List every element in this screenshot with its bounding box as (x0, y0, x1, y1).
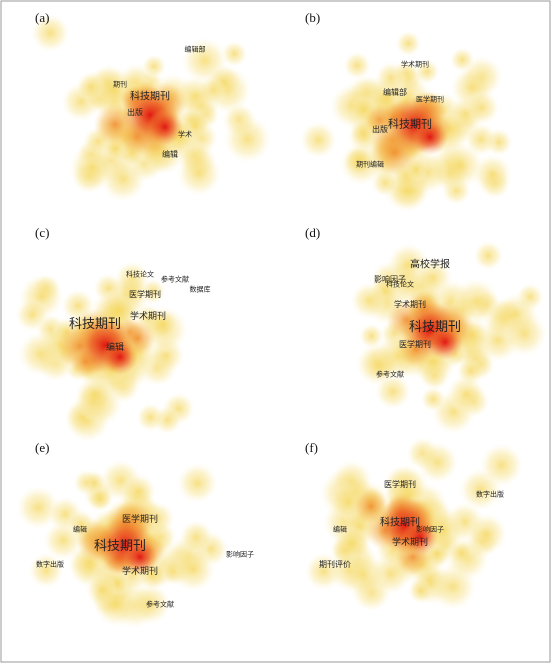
density-blob (464, 123, 498, 156)
density-blob (68, 144, 116, 191)
panel-label: (e) (35, 440, 49, 455)
keyword: 医学期刊 (122, 513, 158, 524)
density-blob (416, 441, 459, 484)
density-blob (407, 578, 434, 604)
density-blob (414, 59, 440, 85)
keyword: 科技期刊 (69, 316, 121, 331)
density-blob (437, 142, 484, 189)
keyword: 参考文献 (161, 275, 189, 284)
keyword: 期刊 (113, 81, 127, 89)
density-blob (464, 90, 500, 125)
keyword: 影响因子 (416, 525, 444, 534)
keyword: 学术 (178, 130, 192, 139)
density-blob (18, 331, 63, 377)
keyword: 出版 (127, 107, 143, 117)
density-core (402, 519, 438, 555)
keyword: 编辑 (73, 525, 87, 534)
keyword: 医学期刊 (416, 95, 444, 104)
keyword: 学术期刊 (122, 565, 158, 576)
panel-label: (f) (305, 440, 318, 455)
density-blob (374, 373, 411, 410)
keyword: 学术期刊 (392, 536, 428, 547)
density-blob (15, 298, 50, 332)
keyword: 编辑 (162, 149, 178, 159)
density-blob (147, 308, 179, 339)
keyword: 科技论文 (386, 280, 414, 289)
density-blob (340, 551, 388, 599)
density-core (147, 109, 183, 145)
keyword: 参考文献 (146, 600, 174, 609)
density-blob (420, 386, 446, 412)
keyword: 期刊评价 (319, 560, 351, 569)
keyword: 学术期刊 (394, 299, 426, 309)
density-blob (30, 13, 70, 53)
keyword: 编辑 (106, 341, 124, 352)
density-blob (76, 375, 115, 414)
keyword: 科技论文 (126, 270, 154, 279)
keyword: 科技期刊 (388, 117, 432, 131)
keyword: 医学期刊 (399, 339, 431, 349)
density-blob (359, 323, 384, 349)
keyword: 期刊编辑 (356, 160, 384, 169)
density-blob (176, 151, 222, 196)
panel-label: (b) (305, 10, 320, 25)
density-blob (179, 520, 214, 555)
density-blob (466, 513, 508, 555)
keyword: 出版 (372, 124, 388, 134)
density-blob (177, 462, 218, 504)
density-core (122, 539, 158, 575)
keyword: 学术期刊 (130, 310, 166, 321)
keyword: 数字出版 (476, 490, 504, 499)
panel-label: (c) (35, 225, 49, 240)
density-blob (343, 51, 371, 80)
density-blob (300, 121, 337, 159)
keyword: 科技期刊 (94, 538, 146, 553)
density-blob (375, 61, 407, 94)
density-blob (85, 573, 119, 607)
density-blob (502, 311, 547, 357)
density-blob (350, 282, 388, 319)
density-blob (479, 443, 524, 487)
keyword: 参考文献 (376, 370, 404, 379)
density-blob (221, 40, 248, 67)
keyword: 医学期刊 (129, 289, 161, 299)
keyword: 编辑部 (185, 45, 206, 54)
density-core (412, 119, 448, 155)
density-blob (136, 403, 165, 432)
density-blob (446, 374, 485, 414)
keyword: 科技期刊 (130, 89, 170, 102)
keyword: 影响因子 (226, 550, 254, 559)
density-blob (76, 72, 106, 102)
density-blob (223, 115, 272, 163)
density-core (427, 324, 463, 360)
keyword: 高校学报 (410, 257, 450, 270)
keyword: 科技期刊 (409, 319, 461, 334)
panel-label: (d) (305, 225, 320, 240)
keyword: 科技期刊 (380, 515, 420, 528)
panel-label: (a) (35, 10, 49, 25)
density-blob (129, 583, 171, 625)
density-blob (28, 552, 65, 589)
density-blob (171, 547, 216, 592)
density-core (102, 339, 138, 375)
keyword: 数据库 (190, 285, 211, 294)
keyword: 学术期刊 (401, 60, 429, 69)
density-blob (395, 30, 422, 57)
density-blob (82, 470, 107, 495)
density-blob (473, 240, 504, 271)
keyword: 编辑部 (383, 87, 407, 97)
density-blob (140, 278, 166, 305)
keyword: 数字出版 (36, 560, 64, 569)
keyword: 医学期刊 (384, 479, 416, 489)
keyword: 编辑 (333, 525, 347, 534)
keyword: 影响因子 (374, 274, 406, 284)
